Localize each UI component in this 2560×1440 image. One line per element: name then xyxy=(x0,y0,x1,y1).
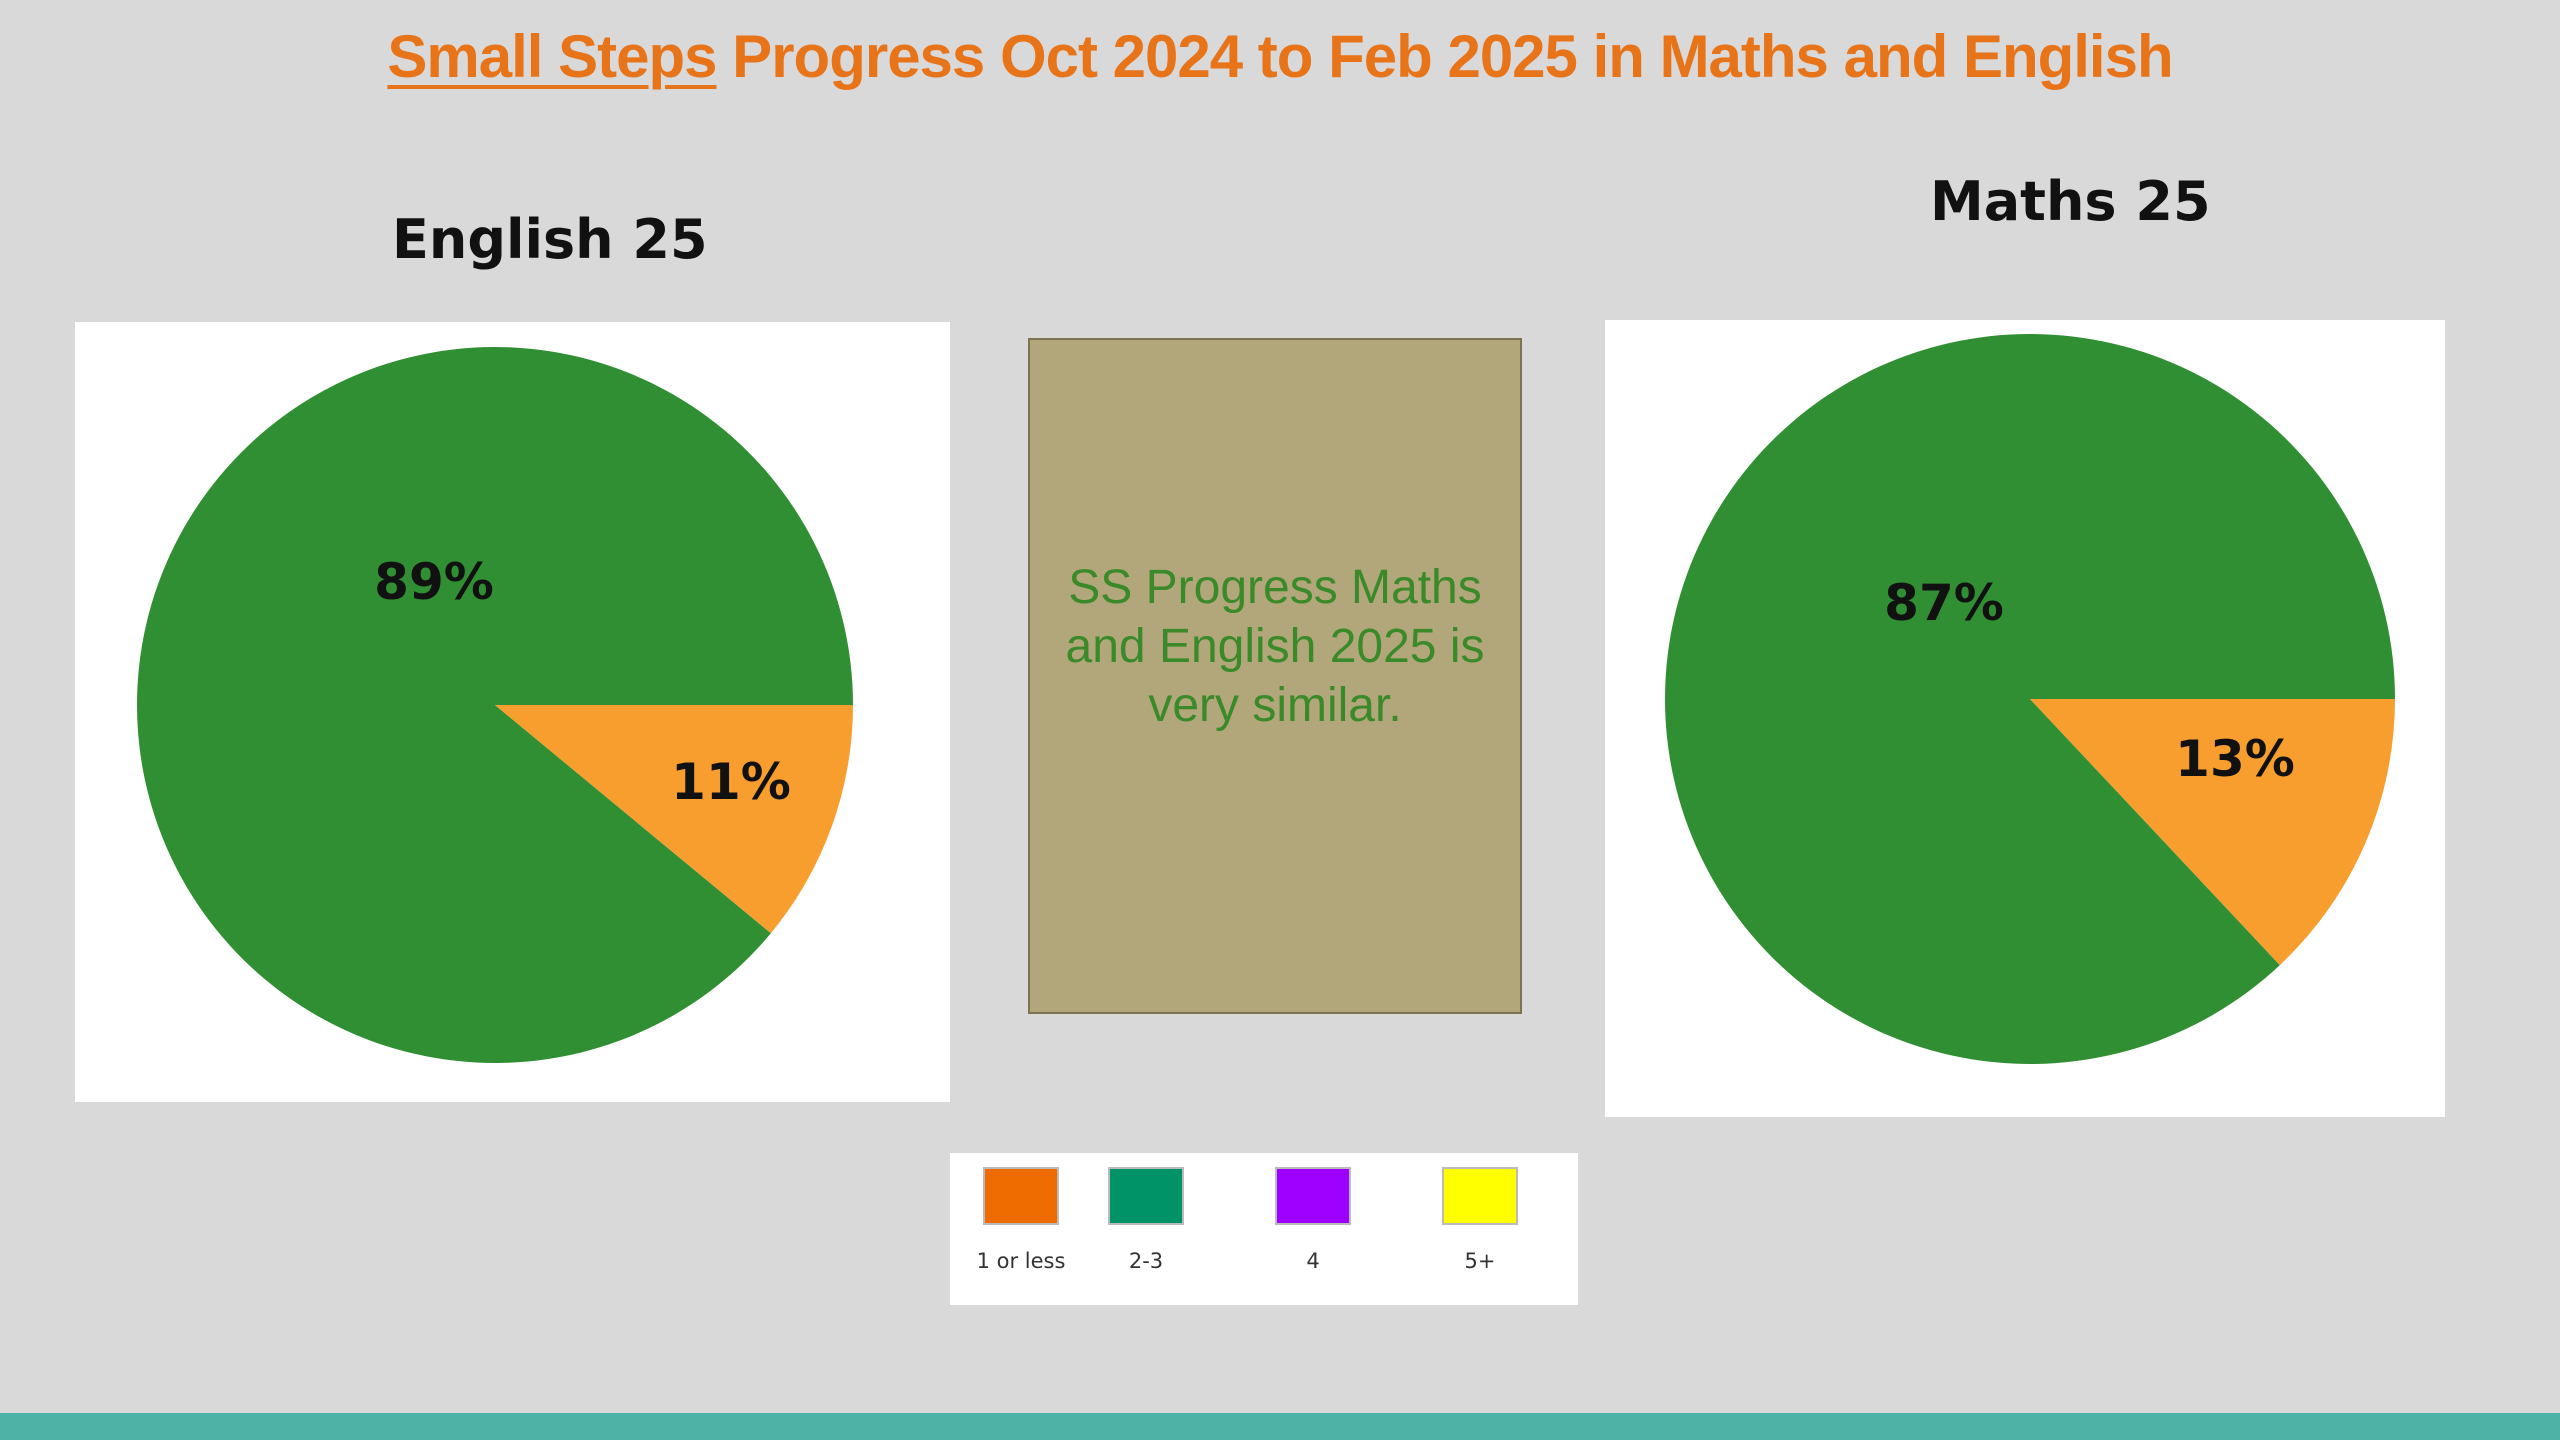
maths-slice-87 xyxy=(1665,333,2395,1065)
title-rest: Progress Oct 2024 to Feb 2025 in Maths a… xyxy=(716,23,2173,90)
footer-bar xyxy=(0,1413,2560,1440)
maths-slice-13 xyxy=(2030,699,2395,966)
english-pie-chart: 89% 11% xyxy=(137,346,853,1063)
maths-pie-panel: 87% 13% xyxy=(1605,320,2445,1117)
maths-label-13: 13% xyxy=(2175,730,2295,788)
note-box: SS Progress Maths and English 2025 is ve… xyxy=(1028,338,1522,1014)
legend: 1 or less 2-3 4 5+ xyxy=(950,1153,1578,1305)
english-label-11: 11% xyxy=(671,753,791,811)
maths-pie-chart: 87% 13% xyxy=(1665,333,2395,1065)
legend-item-4: 4 xyxy=(1248,1167,1378,1273)
maths-chart-title: Maths 25 xyxy=(1930,170,2211,233)
english-pie-panel: 89% 11% xyxy=(75,322,950,1102)
note-text: SS Progress Maths and English 2025 is ve… xyxy=(1065,560,1485,732)
legend-label: 2-3 xyxy=(1128,1249,1164,1273)
legend-item-1-or-less: 1 or less xyxy=(956,1167,1086,1273)
legend-swatch xyxy=(1108,1167,1184,1225)
english-slice-89 xyxy=(137,346,853,1063)
legend-label: 1 or less xyxy=(976,1249,1066,1273)
english-slice-11 xyxy=(495,705,853,934)
legend-item-5-plus: 5+ xyxy=(1415,1167,1545,1273)
legend-swatch xyxy=(983,1167,1059,1225)
maths-label-87: 87% xyxy=(1884,574,2004,632)
english-chart-title: English 25 xyxy=(392,208,708,271)
legend-swatch xyxy=(1275,1167,1351,1225)
english-label-89: 89% xyxy=(374,553,494,611)
legend-label: 5+ xyxy=(1464,1249,1496,1273)
title-underlined: Small Steps xyxy=(387,23,717,90)
slide-title: Small Steps Progress Oct 2024 to Feb 202… xyxy=(0,22,2560,91)
legend-label: 4 xyxy=(1306,1249,1320,1273)
legend-swatch xyxy=(1442,1167,1518,1225)
legend-item-2-3: 2-3 xyxy=(1081,1167,1211,1273)
